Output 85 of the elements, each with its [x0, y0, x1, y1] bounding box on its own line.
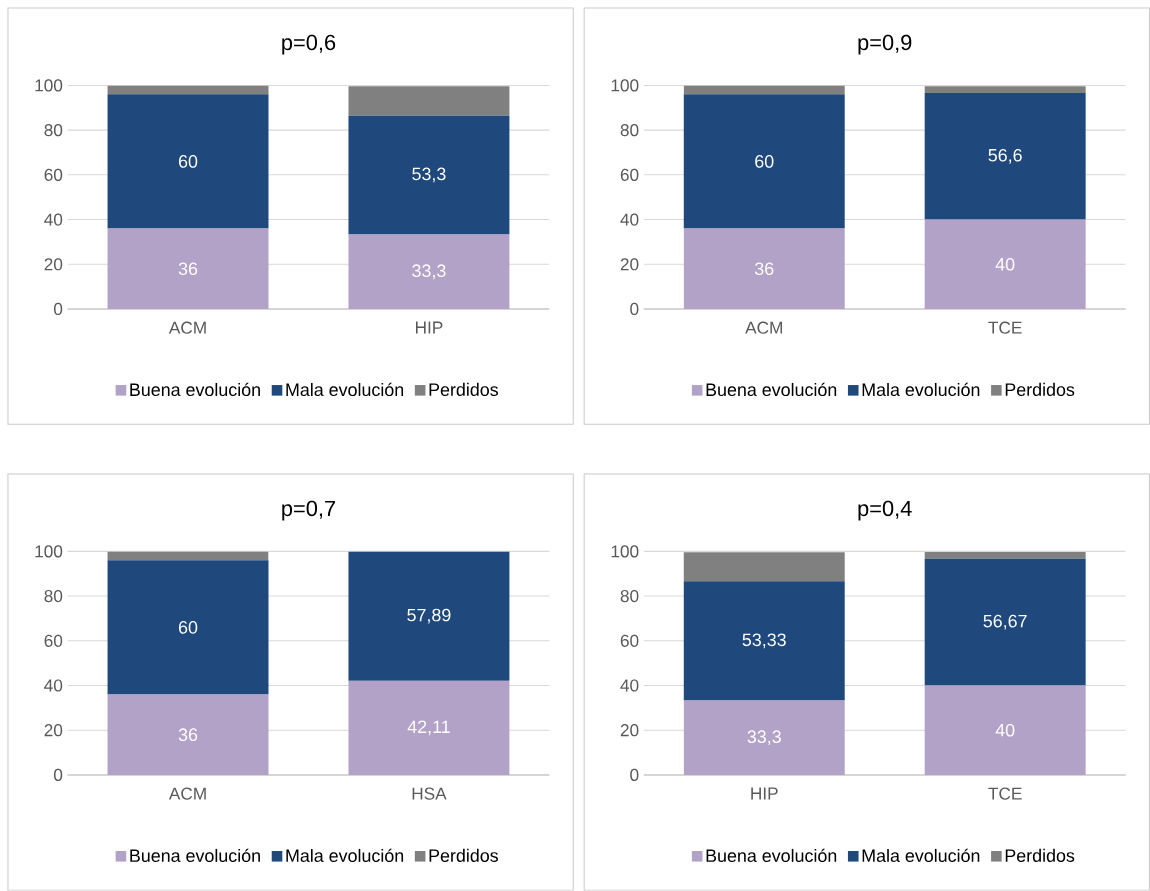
y-tick-label: 60	[620, 634, 639, 648]
bar	[683, 700, 845, 776]
bar	[924, 558, 1086, 686]
y-tick-label: 60	[620, 168, 639, 182]
x-tick-label: TCE	[988, 787, 1022, 800]
y-tick-label: 100	[35, 79, 63, 92]
y-tick-label: 40	[44, 213, 63, 226]
chart-title: p=0,6	[282, 34, 336, 55]
y-tick-label: 80	[620, 590, 639, 603]
data-label: 53,33	[742, 633, 786, 649]
legend-label: Buena evolución	[706, 848, 837, 863]
y-tick-label: 20	[44, 724, 63, 737]
bar	[683, 228, 845, 310]
bar	[348, 115, 510, 235]
bar	[107, 694, 269, 776]
y-tick-label: 0	[630, 768, 639, 782]
y-tick-label: 20	[620, 724, 639, 737]
bar	[348, 234, 510, 310]
y-tick-label: 80	[620, 124, 639, 137]
legend-label: Mala evolución	[286, 382, 404, 397]
legend-label: Buena evolución	[706, 382, 837, 397]
y-tick-label: 20	[44, 258, 63, 271]
legend-label: Mala evolución	[862, 382, 980, 397]
data-label: 60	[178, 155, 198, 168]
y-tick-label: 40	[620, 213, 639, 226]
data-label: 53,3	[412, 167, 446, 183]
legend-label: Perdidos	[429, 848, 498, 863]
y-tick-label: 100	[35, 545, 63, 558]
data-label: 57,89	[407, 608, 451, 624]
legend-label: Perdidos	[1005, 383, 1075, 397]
bar	[924, 219, 1086, 310]
data-label: 40	[995, 258, 1015, 271]
data-label: 56,67	[983, 614, 1027, 630]
y-tick-label: 100	[611, 79, 639, 92]
data-label: 36	[178, 262, 198, 276]
bar	[924, 93, 1086, 220]
y-tick-label: 0	[53, 768, 63, 782]
x-tick-label: ACM	[745, 321, 782, 334]
bar	[924, 86, 1086, 94]
data-label: 33,3	[412, 264, 446, 280]
legend-label: Mala evolución	[286, 848, 404, 863]
y-tick-label: 40	[620, 679, 639, 692]
data-label: 60	[178, 621, 198, 634]
bar	[107, 228, 269, 310]
y-tick-label: 0	[630, 303, 639, 316]
y-tick-label: 20	[620, 258, 639, 271]
bar	[924, 552, 1086, 559]
bar	[348, 551, 510, 681]
chart-title: p=0,9	[858, 34, 912, 55]
bar	[348, 86, 510, 116]
x-tick-label: ACM	[168, 321, 206, 334]
data-label: 36	[754, 262, 774, 276]
y-tick-label: 80	[44, 590, 63, 603]
data-label: 60	[755, 155, 774, 168]
bar	[107, 94, 269, 229]
legend-label: Buena evolución	[130, 382, 260, 397]
data-label: 33,3	[747, 730, 781, 746]
y-tick-label: 40	[44, 679, 63, 692]
data-label: 42,11	[407, 720, 450, 736]
data-label: 40	[995, 724, 1015, 737]
data-label: 56,6	[988, 149, 1022, 164]
legend-label: Buena evolución	[130, 848, 260, 863]
bar	[348, 680, 510, 776]
x-tick-label: ACM	[168, 787, 206, 800]
bar	[683, 581, 845, 701]
y-tick-label: 60	[44, 168, 63, 182]
y-tick-label: 100	[611, 545, 639, 558]
legend-label: Perdidos	[1005, 848, 1075, 863]
x-tick-label: TCE	[988, 321, 1022, 334]
x-tick-label: HIP	[416, 321, 443, 334]
chart-title: p=0,7	[282, 500, 336, 521]
y-tick-label: 0	[53, 303, 63, 316]
y-tick-label: 80	[44, 124, 63, 137]
legend-label: Perdidos	[429, 383, 498, 397]
data-label: 36	[178, 728, 198, 742]
x-tick-label: HSA	[412, 787, 447, 800]
x-tick-label: HIP	[751, 787, 778, 800]
bar	[107, 560, 269, 695]
legend-label: Mala evolución	[862, 848, 980, 863]
chart-title: p=0,4	[858, 500, 912, 521]
bar	[683, 94, 845, 229]
bar	[924, 685, 1086, 776]
bar	[683, 85, 845, 95]
bar	[683, 552, 845, 582]
y-tick-label: 60	[44, 634, 63, 648]
